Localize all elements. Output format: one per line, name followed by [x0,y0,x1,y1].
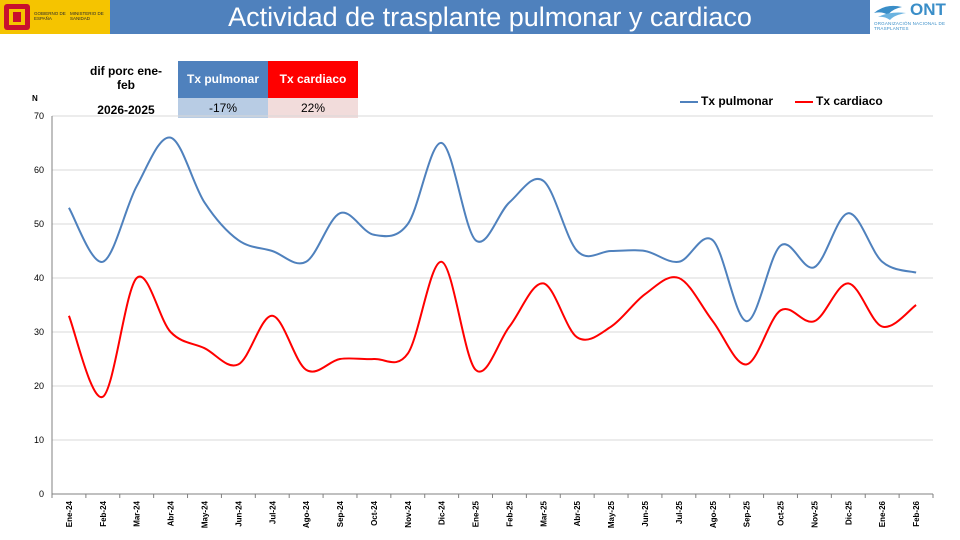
x-tick-label: Ago-24 [302,500,311,528]
y-tick-label: 0 [39,489,44,499]
diff-value-pulmonar: -17% [178,98,268,118]
x-tick-label: May-24 [200,500,209,528]
x-tick-label: Mar-25 [539,500,548,526]
ministry-label: MINISTERIO DE SANIDAD [70,11,104,21]
x-tick-label: Ene-26 [878,500,887,527]
bird-icon [874,5,906,20]
diff-label: dif porc ene-feb [89,64,162,92]
y-tick-label: 40 [34,273,44,283]
diff-header-cardiaco: Tx cardiaco [268,61,358,98]
diff-header-pulmonar: Tx pulmonar [178,61,268,98]
x-tick-label: Ene-24 [65,500,74,527]
x-tick-label: Mar-24 [133,500,142,526]
x-tick-label: Abr-25 [573,500,582,526]
series-line-cardiaco [67,260,917,398]
x-tick-label: Feb-25 [505,500,514,526]
legend-cardiaco: Tx cardiaco [795,94,883,108]
x-tick-label: Oct-24 [370,500,379,525]
x-tick-label: Sep-24 [336,500,345,527]
y-tick-label: 60 [34,165,44,175]
x-tick-label: Dic-24 [438,500,447,525]
x-tick-label: Jun-24 [234,500,243,526]
header: GOBIERNO DE ESPAÑA MINISTERIO DE SANIDAD… [0,0,960,34]
x-tick-label: Dic-25 [844,500,853,525]
ont-logo-text: ONT [910,0,946,19]
x-tick-label: Nov-24 [404,500,413,527]
legend-pulmonar: Tx pulmonar [680,94,773,108]
coat-of-arms-icon [4,4,30,30]
y-axis-label: N [32,94,38,103]
x-tick-label: Sep-25 [743,500,752,527]
y-tick-label: 50 [34,219,44,229]
y-tick-label: 20 [34,381,44,391]
legend-swatch-cardiaco [795,100,813,103]
x-tick-label: Jul-25 [675,500,684,524]
government-label: GOBIERNO DE ESPAÑA [34,11,66,21]
diff-value-cardiaco: 22% [268,98,358,118]
y-tick-label: 10 [34,435,44,445]
y-tick-label: 70 [34,111,44,121]
legend-label-pulmonar: Tx pulmonar [701,94,774,108]
x-tick-label: Jun-25 [641,500,650,526]
x-tick-label: Nov-25 [810,500,819,527]
x-tick-label: Abr-24 [167,500,176,526]
x-tick-label: Ago-25 [709,500,718,528]
legend-swatch-pulmonar [680,100,698,103]
x-tick-label: Ene-25 [472,500,481,527]
page-title: Actividad de trasplante pulmonar y cardi… [110,0,870,34]
series-line-pulmonar [68,136,917,323]
ont-subtitle: ORGANIZACIÓN NACIONAL DE TRASPLANTES [874,21,946,31]
x-tick-label: Oct-25 [777,500,786,525]
x-tick-label: Feb-26 [912,500,921,526]
y-tick-label: 30 [34,327,44,337]
legend-label-cardiaco: Tx cardiaco [816,94,883,108]
x-tick-label: Feb-24 [99,500,108,526]
diff-years: 2026-2025 [97,103,155,117]
ont-logo: ONT ORGANIZACIÓN NACIONAL DE TRASPLANTES [870,0,960,34]
x-tick-label: May-25 [607,500,616,528]
government-logo: GOBIERNO DE ESPAÑA MINISTERIO DE SANIDAD [0,0,110,34]
x-tick-label: Jul-24 [268,500,277,524]
